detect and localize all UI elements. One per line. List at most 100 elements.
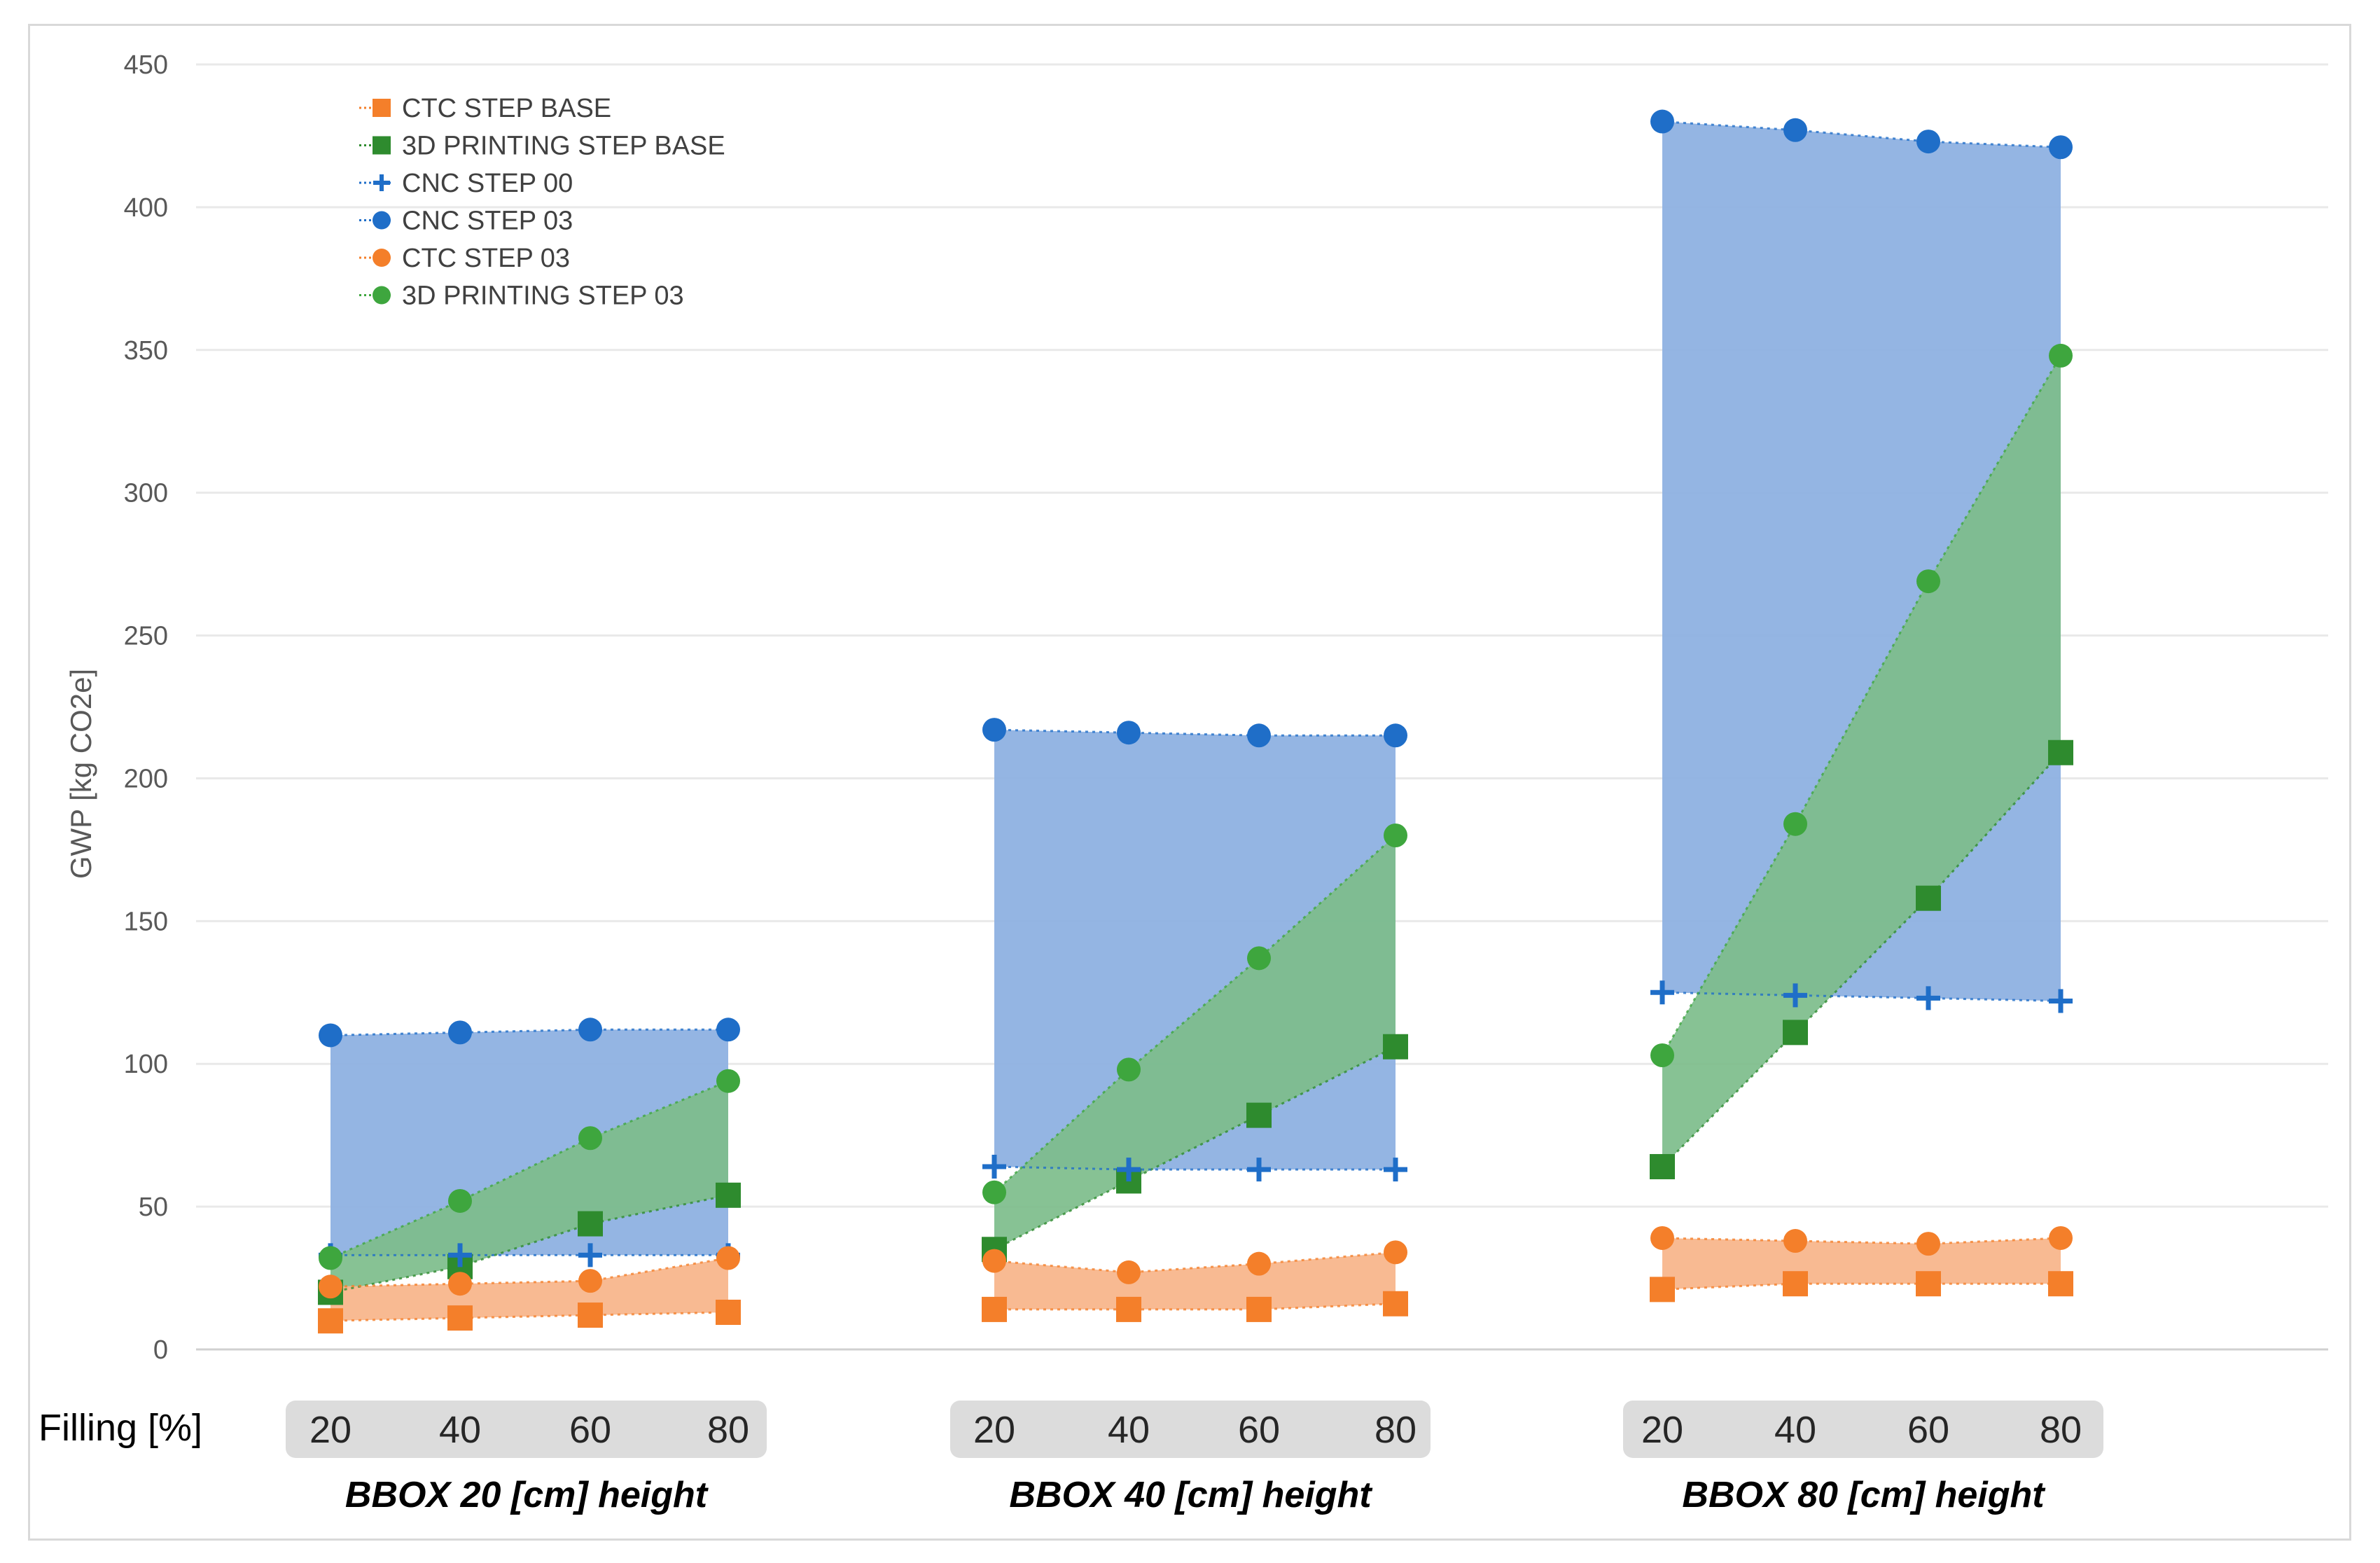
legend-label-6: 3D PRINTING STEP 03: [402, 282, 684, 311]
series-markers: [318, 109, 2073, 1334]
point-g1-ctc-step-03-80: [716, 1246, 740, 1270]
point-g1-3d-printing-step-03-20: [319, 1246, 342, 1270]
point-g2-cnc-step-00-80: [1384, 1158, 1407, 1182]
legend-label-3: CNC STEP 00: [402, 169, 573, 198]
point-g3-ctc-step-03-60: [1916, 1232, 1940, 1256]
y-tick-350: 350: [124, 336, 168, 366]
legend-label-2: 3D PRINTING STEP BASE: [402, 132, 725, 161]
point-g2-ctc-step-base-60: [1246, 1296, 1272, 1322]
series-line-g2-3d-printing-step-03: [993, 834, 1397, 1193]
point-g1-ctc-step-03-40: [448, 1272, 472, 1296]
series-lines: [330, 120, 2062, 1322]
point-g2-3d-printing-step-base-60: [1246, 1102, 1272, 1128]
point-g2-ctc-step-base-80: [1383, 1291, 1408, 1317]
filling-box-group-1: [286, 1401, 767, 1458]
point-g2-ctc-step-base-20: [982, 1296, 1007, 1322]
y-tick-50: 50: [139, 1193, 168, 1222]
legend-label-4: CNC STEP 03: [402, 207, 573, 236]
y-tick-0: 0: [153, 1335, 168, 1365]
point-g3-3d-printing-step-03-80: [2049, 343, 2073, 368]
point-g3-ctc-step-03-40: [1783, 1229, 1807, 1253]
point-g3-3d-printing-step-base-40: [1783, 1020, 1808, 1046]
chart-frame: [28, 24, 2351, 1541]
legend-marker-6: [373, 286, 391, 305]
series-line-g3-3d-printing-step-03: [1661, 355, 2062, 1056]
point-g3-cnc-step-00-60: [1916, 986, 1940, 1010]
group-label-3: BBOX 80 [cm] height: [1682, 1475, 2046, 1515]
y-tick-300: 300: [124, 479, 168, 508]
point-g1-cnc-step-03-80: [716, 1017, 740, 1042]
series-line-g1-ctc-step-03: [330, 1257, 729, 1288]
point-g3-3d-printing-step-base-80: [2048, 739, 2073, 765]
point-g3-cnc-step-00-80: [2049, 989, 2073, 1013]
filling-box-group-3: [1623, 1401, 2103, 1458]
point-g2-ctc-step-03-40: [1117, 1260, 1141, 1284]
y-tick-250: 250: [124, 622, 168, 651]
x-tick-g3-20: 20: [1641, 1409, 1683, 1451]
point-g1-cnc-step-00-60: [578, 1243, 602, 1267]
point-g3-cnc-step-00-20: [1650, 980, 1674, 1005]
point-g1-ctc-step-03-60: [578, 1269, 602, 1293]
point-g3-3d-printing-step-base-20: [1650, 1154, 1675, 1180]
point-g1-cnc-step-03-20: [319, 1023, 342, 1048]
point-g3-ctc-step-03-20: [1650, 1225, 1674, 1250]
legend-label-1: CTC STEP BASE: [402, 94, 611, 123]
series-line-g3-3d-printing-step-base: [1661, 751, 2062, 1168]
x-tick-g1-20: 20: [309, 1409, 352, 1451]
legend-marker-1: [373, 99, 391, 117]
printing-band-group-1: [330, 1081, 728, 1293]
x-tick-g1-80: 80: [707, 1409, 749, 1451]
point-g2-cnc-step-00-60: [1247, 1158, 1271, 1182]
point-g1-ctc-step-base-40: [447, 1305, 473, 1331]
point-g3-cnc-step-00-40: [1783, 983, 1807, 1008]
x-tick-g1-40: 40: [439, 1409, 481, 1451]
point-g2-cnc-step-00-40: [1117, 1158, 1141, 1182]
point-g3-ctc-step-base-80: [2048, 1271, 2073, 1297]
point-g3-cnc-step-03-40: [1783, 118, 1807, 142]
point-g2-cnc-step-03-40: [1117, 721, 1141, 745]
x-tick-g3-40: 40: [1774, 1409, 1816, 1451]
point-g2-ctc-step-03-80: [1384, 1240, 1407, 1265]
point-g2-cnc-step-03-80: [1384, 723, 1407, 748]
point-g2-3d-printing-step-03-40: [1117, 1057, 1141, 1082]
legend-marker-2: [373, 136, 391, 155]
y-tick-150: 150: [124, 907, 168, 936]
point-g3-3d-printing-step-base-60: [1916, 885, 1941, 911]
point-g2-ctc-step-03-20: [982, 1249, 1006, 1273]
legend-label-5: CTC STEP 03: [402, 244, 570, 273]
filling-box-group-2: [950, 1401, 1431, 1458]
point-g2-cnc-step-03-60: [1247, 723, 1271, 748]
series-line-g1-ctc-step-base: [330, 1311, 729, 1322]
y-tick-450: 450: [124, 50, 168, 80]
point-g1-3d-printing-step-base-80: [716, 1182, 741, 1208]
point-g2-ctc-step-03-60: [1247, 1251, 1271, 1276]
point-g3-ctc-step-base-20: [1650, 1277, 1675, 1302]
series-line-g1-cnc-step-03: [330, 1028, 728, 1036]
printing-band-group-2: [994, 835, 1396, 1250]
x-tick-g2-40: 40: [1108, 1409, 1150, 1451]
point-g3-3d-printing-step-03-40: [1783, 812, 1807, 836]
point-g2-cnc-step-03-20: [982, 718, 1006, 742]
series-line-g1-3d-printing-step-03: [330, 1080, 729, 1259]
point-g1-3d-printing-step-03-40: [448, 1188, 472, 1213]
point-g2-3d-printing-step-03-20: [982, 1180, 1006, 1204]
y-tick-100: 100: [124, 1050, 168, 1079]
shaded-bands: [330, 121, 2061, 1321]
point-g3-ctc-step-base-60: [1916, 1271, 1941, 1297]
x-tick-g2-80: 80: [1375, 1409, 1417, 1451]
legend-marker-3: [373, 174, 390, 191]
point-g3-ctc-step-03-80: [2049, 1225, 2073, 1250]
legend: CTC STEP BASE 3D PRINTING STEP BASE CNC ST…: [359, 94, 725, 311]
point-g1-3d-printing-step-03-80: [716, 1069, 740, 1093]
point-g2-cnc-step-00-20: [982, 1155, 1006, 1179]
x-tick-g1-60: 60: [569, 1409, 611, 1451]
group-label-1: BBOX 20 [cm] height: [345, 1475, 709, 1515]
legend-marker-5: [373, 249, 391, 267]
group-label-2: BBOX 40 [cm] height: [1009, 1475, 1373, 1515]
filling-axis-label: Filling [%]: [39, 1407, 202, 1449]
ctc-band-group-1: [330, 1258, 728, 1321]
y-tick-400: 400: [124, 193, 168, 223]
ctc-band-group-3: [1662, 1237, 2061, 1290]
